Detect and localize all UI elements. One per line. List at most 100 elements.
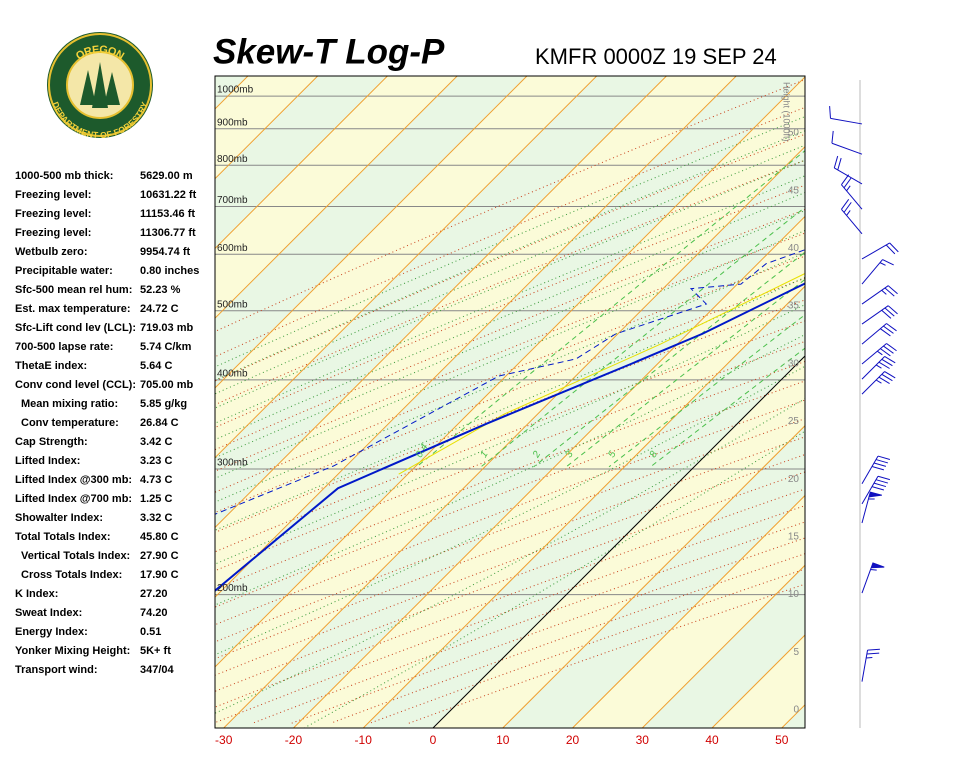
wind-barb — [861, 455, 891, 485]
wind-barb — [861, 305, 898, 325]
stat-label: Lifted Index @300 mb: — [15, 474, 132, 486]
isotherm — [572, 494, 805, 728]
stat-value: 9954.74 ft — [140, 246, 190, 258]
isotherm — [215, 76, 598, 459]
stat-label: K Index: — [15, 588, 58, 600]
stat-label: Conv temperature: — [21, 417, 119, 429]
moist-adiabat — [215, 365, 805, 656]
stat-value: 27.20 — [140, 588, 168, 600]
isotherm — [223, 146, 805, 728]
stat-value: 3.23 C — [140, 455, 172, 467]
isotherm — [215, 76, 388, 250]
y-tick-label: 1000mb — [217, 85, 254, 96]
stat-label: Showalter Index: — [15, 512, 103, 524]
stat-value: 705.00 mb — [140, 379, 193, 391]
stat-label: Lifted Index: — [15, 455, 80, 467]
dry-adiabat — [215, 159, 805, 406]
chart-subtitle: KMFR 0000Z 19 SEP 24 — [535, 44, 777, 69]
dry-adiabat — [215, 380, 805, 608]
stat-label: Conv cond level (CCL): — [15, 379, 136, 391]
moist-adiabat — [215, 130, 805, 381]
zero-isotherm — [432, 355, 805, 728]
y2-tick-label: 20 — [788, 474, 800, 485]
dry-adiabat — [215, 299, 805, 533]
stat-label: Sfc-Lift cond lev (LCL): — [15, 322, 136, 334]
stat-value: 5.85 g/kg — [140, 398, 187, 410]
logo: OREGON DEPARTMENT OF FORESTRY — [47, 32, 153, 140]
chart-title: Skew-T Log-P — [213, 32, 445, 71]
mixing-ratio-label: 8 — [648, 449, 661, 460]
logo-tree — [104, 72, 120, 105]
mixing-ratio-line — [565, 278, 805, 468]
logo-tree — [80, 70, 96, 105]
isotherm — [215, 76, 737, 598]
moist-adiabat — [215, 276, 805, 531]
stat-value: 17.90 C — [140, 569, 179, 581]
x-tick-label: 50 — [775, 733, 789, 747]
x-tick-label: -20 — [285, 733, 303, 747]
moist-adiabat — [215, 229, 805, 479]
wind-barb — [841, 174, 863, 210]
y-tick-label: 600mb — [217, 243, 248, 254]
stat-label: Energy Index: — [15, 626, 88, 638]
stat-label: Vertical Totals Index: — [21, 550, 130, 562]
stat-label: Lifted Index @700 mb: — [15, 493, 132, 505]
stat-value: 5K+ ft — [140, 645, 171, 657]
stat-label: Sweat Index: — [15, 607, 82, 619]
y-tick-label: 500mb — [217, 299, 248, 310]
stat-value: 1.25 C — [140, 493, 172, 505]
wind-barb — [861, 475, 891, 505]
y2-tick-label: 5 — [793, 647, 799, 658]
stat-label: 1000-500 mb thick: — [15, 170, 113, 182]
stat-value: 5.64 C — [140, 360, 172, 372]
mixing-ratio-line — [608, 314, 805, 468]
x-tick-label: 0 — [430, 733, 437, 747]
stat-value: 4.73 C — [140, 474, 172, 486]
y2-tick-label: 30 — [788, 358, 800, 369]
wind-barb — [829, 106, 863, 125]
profile-line — [215, 282, 805, 592]
y-tick-label: 900mb — [217, 117, 248, 128]
stat-label: Total Totals Index: — [15, 531, 111, 543]
y2-tick-label: 25 — [788, 416, 800, 427]
isotherm — [781, 704, 805, 728]
stat-value: 5.74 C/km — [140, 341, 192, 353]
wind-barb — [861, 259, 894, 285]
plot-area — [215, 76, 960, 728]
stat-label: Freezing level: — [15, 227, 91, 239]
mixing-ratio-label: 5 — [606, 449, 619, 460]
stat-value: 347/04 — [140, 664, 175, 676]
x-tick-label: -30 — [215, 733, 233, 747]
stat-label: Cap Strength: — [15, 436, 88, 448]
stat-value: 11153.46 ft — [140, 208, 195, 220]
isotherm — [215, 76, 458, 319]
stat-label: ThetaE index: — [15, 360, 87, 372]
isotherm — [293, 215, 805, 728]
y-tick-label: 800mb — [217, 154, 248, 165]
stat-value: 27.90 C — [140, 550, 179, 562]
stat-value: 52.23 % — [140, 284, 181, 296]
logo-top-text: OREGON — [74, 44, 126, 63]
y2-tick-label: 35 — [788, 301, 800, 312]
y2-tick-label: 15 — [788, 532, 800, 543]
isotherm — [852, 76, 960, 728]
stat-value: 5629.00 m — [140, 170, 193, 182]
logo-top-text-path: OREGON — [74, 44, 126, 63]
wind-barb — [861, 242, 899, 260]
stat-label: Yonker Mixing Height: — [15, 645, 130, 657]
wind-barb — [831, 130, 863, 155]
x-tick-label: 20 — [566, 733, 580, 747]
x-tick-label: -10 — [355, 733, 373, 747]
isotherm — [502, 425, 805, 728]
stat-value: 74.20 — [140, 607, 168, 619]
isotherm — [215, 76, 805, 668]
y2-tick-label: 50 — [788, 128, 800, 139]
stat-label: Est. max temperature: — [15, 303, 131, 315]
isotherm-band — [781, 704, 805, 728]
stat-value: 26.84 C — [140, 417, 179, 429]
stat-label: Wetbulb zero: — [15, 246, 88, 258]
stat-label: Cross Totals Index: — [21, 569, 122, 581]
wind-barb — [861, 285, 898, 305]
stat-value: 24.72 C — [140, 303, 179, 315]
